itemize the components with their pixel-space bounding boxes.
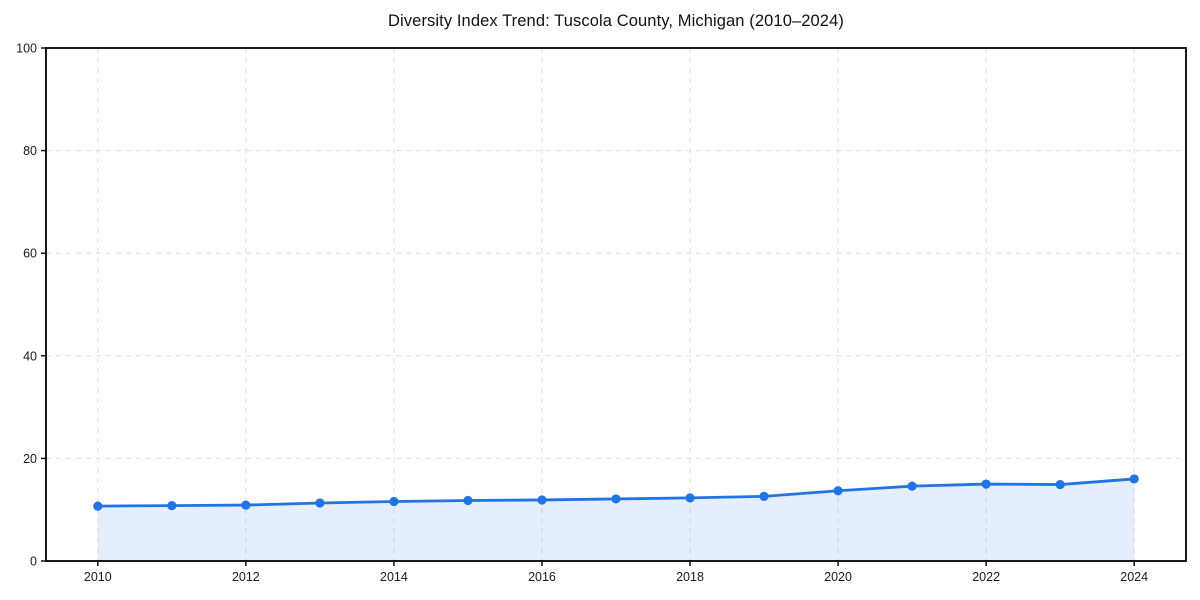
data-point: [611, 494, 621, 504]
data-point: [389, 496, 399, 507]
x-tick-label: 2016: [528, 570, 556, 584]
data-point: [759, 491, 769, 501]
data-point: [241, 500, 251, 510]
plot-border: [45, 47, 1187, 562]
y-tick-label: 20: [23, 452, 37, 466]
x-tick-label: 2010: [84, 570, 112, 584]
x-tick-label: 2022: [972, 570, 1000, 584]
y-tick-label: 80: [23, 144, 37, 158]
data-point: [93, 501, 103, 511]
data-point: [685, 493, 695, 503]
data-point: [315, 498, 325, 508]
y-tick-label: 0: [30, 555, 37, 569]
data-point: [167, 500, 177, 511]
x-tick-label: 2014: [380, 570, 408, 584]
area-fill: [97, 478, 1135, 561]
y-tick-label: 100: [16, 42, 37, 56]
data-point: [1129, 474, 1139, 484]
x-tick-label: 2020: [824, 570, 852, 584]
data-point: [907, 481, 917, 491]
chart-title: Diversity Index Trend: Tuscola County, M…: [388, 12, 844, 30]
x-tick-label: 2024: [1120, 570, 1148, 584]
data-point: [981, 479, 991, 489]
y-tick-label: 60: [23, 247, 37, 261]
x-tick-label: 2018: [676, 570, 704, 584]
data-point: [833, 486, 843, 496]
y-tick-label: 40: [23, 349, 37, 363]
data-point: [537, 495, 547, 505]
x-tick-label: 2012: [232, 570, 260, 584]
data-point: [1055, 479, 1065, 490]
data-point: [463, 495, 473, 506]
